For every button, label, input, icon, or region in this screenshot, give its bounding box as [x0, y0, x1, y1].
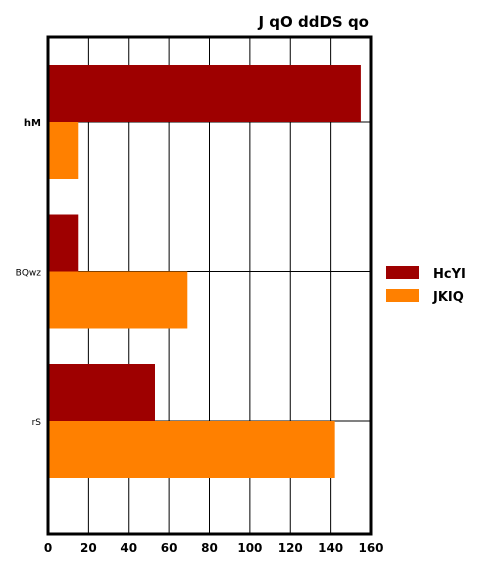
- y-tick-label: rS: [32, 418, 42, 428]
- x-tick-label: 20: [80, 541, 97, 555]
- bar-JKIQ-rS: [48, 421, 335, 478]
- x-tick-label: 160: [358, 541, 383, 555]
- y-axis-ticks: hM BQwz rS: [16, 118, 42, 428]
- bar-HcYI-hM: [48, 65, 361, 122]
- bar-HcYI-BQwz: [48, 214, 79, 272]
- y-tick-label: hM: [24, 118, 41, 129]
- bars: [48, 65, 361, 478]
- x-tick-label: 120: [278, 541, 303, 555]
- x-tick-label: 40: [120, 541, 137, 555]
- legend-label: JKIQ: [432, 290, 464, 305]
- x-tick-label: 80: [201, 541, 218, 555]
- bar-HcYI-rS: [48, 364, 155, 421]
- bar-JKIQ-BQwz: [48, 271, 188, 329]
- x-axis-ticks: 0 20 40 60 80 100 120 140 160: [44, 541, 384, 555]
- legend-swatch-JKIQ: [386, 289, 419, 302]
- x-tick-label: 60: [161, 541, 178, 555]
- x-tick-label: 140: [318, 541, 343, 555]
- legend: HcYI JKIQ: [386, 266, 466, 305]
- x-tick-label: 0: [44, 541, 52, 555]
- bar-JKIQ-hM: [48, 122, 79, 179]
- plot-area-frame: [46, 35, 373, 536]
- y-tick-label: BQwz: [16, 269, 42, 279]
- legend-label: HcYI: [433, 267, 466, 282]
- legend-swatch-HcYI: [386, 266, 419, 279]
- x-tick-label: 100: [237, 541, 262, 555]
- chart-title: J qO ddDS qo: [257, 13, 369, 31]
